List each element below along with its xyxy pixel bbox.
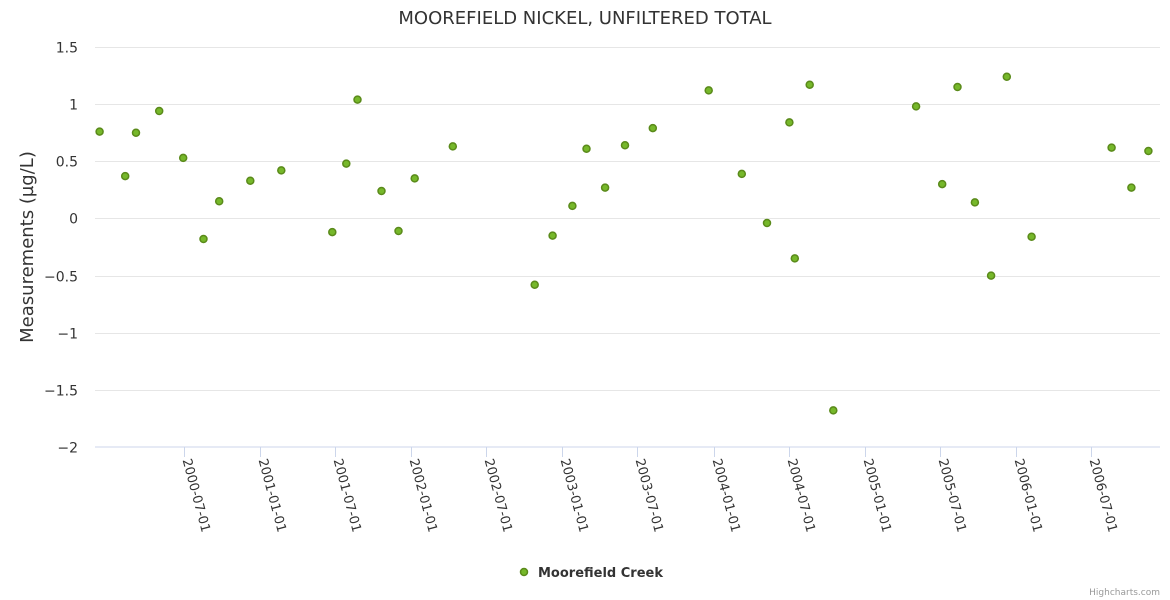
legend[interactable]: Moorefield Creek [519,566,664,581]
legend-marker[interactable] [519,567,529,577]
data-point[interactable] [120,171,130,181]
y-tick-label: 1.5 [56,41,78,57]
data-point[interactable] [131,128,141,137]
data-point[interactable] [805,80,814,89]
data-point[interactable] [953,82,962,92]
chart-title: MOOREFIELD NICKEL, UNFILTERED TOTAL [398,8,771,29]
data-point[interactable] [648,123,658,133]
data-point[interactable] [246,176,255,185]
data-point[interactable] [530,280,539,289]
data-point[interactable] [154,106,164,116]
y-tick-label: 0 [69,212,78,228]
y-tick-label: −2 [57,441,78,457]
data-point[interactable] [448,142,458,151]
y-tick-label: −1.5 [44,384,78,400]
y-tick-label: 1 [69,98,78,114]
data-point[interactable] [548,231,557,240]
credits-link[interactable]: Highcharts.com [1089,588,1160,598]
legend-item-moorefield-creek[interactable]: Moorefield Creek [538,566,663,581]
data-point[interactable] [214,197,224,206]
data-point[interactable] [328,227,337,237]
data-point[interactable] [353,95,362,104]
series-moorefield-creek [95,72,1153,415]
data-point[interactable] [377,186,386,196]
data-point[interactable] [829,406,838,415]
y-axis-ticks: 1.5 1 0.5 0 −0.5 −1 −1.5 −2 [44,41,78,457]
y-axis-label: Measurements (µg/L) [17,151,38,343]
data-point[interactable] [178,153,188,163]
data-point[interactable] [410,174,419,183]
data-point[interactable] [986,271,996,280]
data-point[interactable] [568,201,577,211]
data-point[interactable] [582,144,591,153]
data-point[interactable] [1144,146,1153,156]
data-point[interactable] [704,86,713,95]
y-tick-label: −0.5 [44,270,78,286]
data-point[interactable] [277,166,286,175]
data-point[interactable] [737,169,747,179]
data-point[interactable] [342,159,351,168]
data-point[interactable] [911,102,921,111]
y-tick-label: −1 [57,327,78,343]
data-point[interactable] [600,183,610,192]
data-point[interactable] [790,254,800,263]
data-point[interactable] [620,141,630,150]
data-point[interactable] [394,226,403,236]
data-point[interactable] [199,234,208,244]
y-tick-label: 0.5 [56,155,78,171]
data-point[interactable] [95,127,104,136]
data-point[interactable] [1027,232,1036,241]
data-point[interactable] [970,198,980,207]
data-point[interactable] [1127,183,1136,192]
data-point[interactable] [1002,72,1012,81]
data-point[interactable] [937,179,947,189]
data-point[interactable] [785,118,794,127]
data-point[interactable] [1107,143,1116,152]
grid-lines [95,47,1160,391]
data-point[interactable] [762,218,772,228]
